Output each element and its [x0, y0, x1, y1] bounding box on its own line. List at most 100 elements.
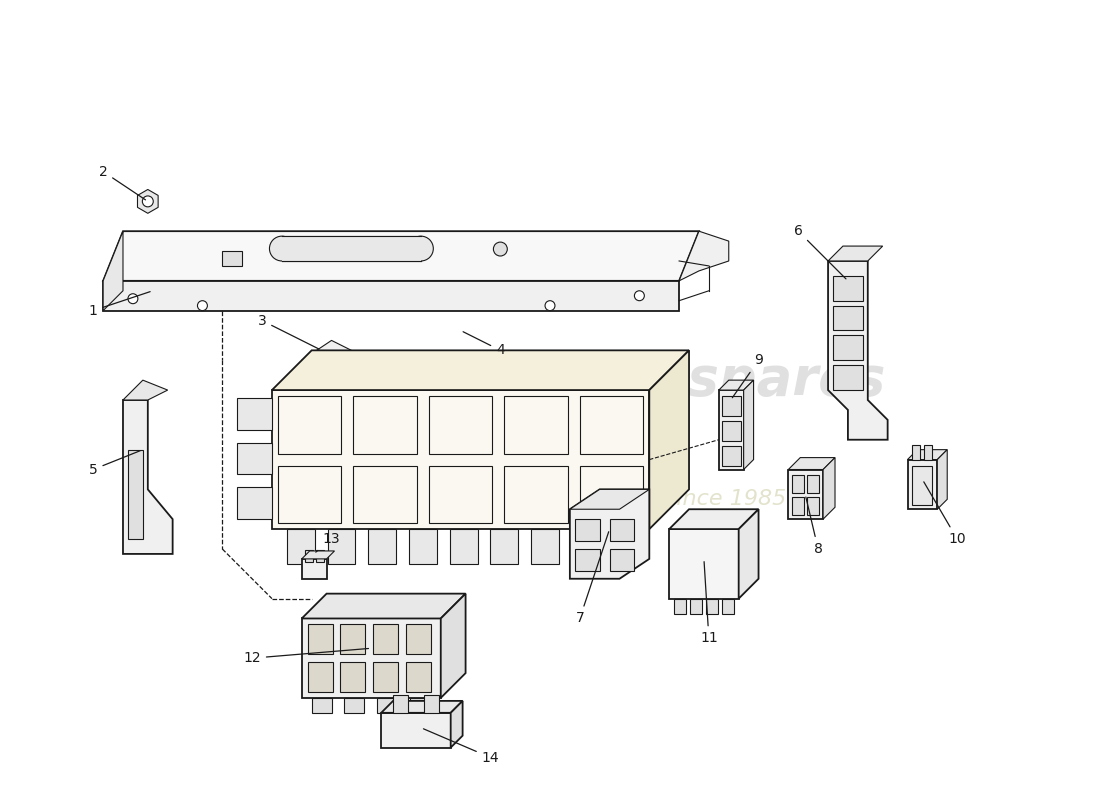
Bar [609, 549, 635, 571]
Bar [575, 549, 600, 571]
Text: 9: 9 [733, 354, 763, 398]
Bar [531, 529, 559, 564]
Bar [833, 276, 862, 301]
Bar [424, 695, 439, 713]
Polygon shape [103, 231, 123, 310]
Bar [609, 519, 635, 541]
Polygon shape [739, 510, 759, 598]
Polygon shape [669, 510, 759, 529]
Bar [429, 466, 493, 523]
Text: 13: 13 [316, 532, 340, 552]
Bar [913, 466, 933, 506]
Text: 10: 10 [924, 482, 966, 546]
Polygon shape [123, 380, 167, 400]
Bar [491, 529, 518, 564]
Bar [429, 396, 493, 454]
Bar [913, 445, 921, 459]
Bar [341, 662, 365, 692]
Text: 7: 7 [575, 532, 608, 626]
Polygon shape [718, 380, 754, 390]
Polygon shape [649, 350, 689, 529]
Polygon shape [679, 231, 728, 281]
Bar [222, 251, 242, 266]
Polygon shape [272, 350, 689, 390]
Bar [807, 498, 820, 515]
Text: 11: 11 [700, 562, 718, 646]
Bar [368, 529, 396, 564]
Bar [305, 550, 312, 562]
Bar [377, 698, 397, 713]
Bar [807, 475, 820, 494]
Bar [353, 396, 417, 454]
Polygon shape [321, 405, 341, 415]
Polygon shape [123, 400, 173, 554]
Bar [833, 335, 862, 360]
Circle shape [270, 236, 295, 261]
Bar [792, 475, 804, 494]
Circle shape [128, 294, 138, 304]
Text: 3: 3 [257, 314, 319, 349]
Text: 8: 8 [806, 497, 823, 556]
Bar [718, 390, 744, 470]
Polygon shape [451, 701, 463, 747]
Bar [613, 529, 640, 564]
Text: a passion since 1985: a passion since 1985 [552, 490, 786, 510]
Text: 1: 1 [89, 292, 150, 318]
Bar [278, 396, 341, 454]
Bar [344, 698, 364, 713]
Bar [373, 662, 398, 692]
Bar [373, 625, 398, 654]
Text: 5: 5 [89, 450, 141, 477]
Polygon shape [301, 594, 465, 618]
Polygon shape [301, 551, 334, 559]
Bar [722, 598, 734, 614]
Bar [690, 598, 702, 614]
Circle shape [408, 236, 433, 261]
Bar [128, 450, 143, 539]
Text: 2: 2 [99, 165, 145, 200]
Bar [393, 695, 408, 713]
Text: 14: 14 [424, 729, 499, 765]
Polygon shape [138, 190, 158, 214]
Bar [706, 598, 718, 614]
Polygon shape [382, 701, 463, 713]
Bar [278, 466, 341, 523]
Polygon shape [382, 713, 451, 747]
Bar [504, 466, 568, 523]
Bar [674, 598, 686, 614]
Bar [238, 487, 272, 519]
Bar [311, 698, 331, 713]
Circle shape [635, 290, 645, 301]
Polygon shape [908, 450, 947, 459]
Circle shape [544, 301, 556, 310]
Bar [353, 466, 417, 523]
Bar [792, 498, 804, 515]
Bar [238, 442, 272, 474]
Polygon shape [570, 490, 649, 578]
Bar [833, 366, 862, 390]
Bar [308, 625, 332, 654]
Text: 12: 12 [243, 649, 368, 665]
Bar [833, 306, 862, 330]
Polygon shape [828, 261, 888, 440]
Circle shape [494, 242, 507, 256]
Bar [580, 466, 644, 523]
Bar [504, 396, 568, 454]
Bar [908, 459, 937, 510]
Bar [722, 421, 740, 441]
Bar [410, 698, 430, 713]
Polygon shape [789, 458, 835, 470]
Bar [316, 550, 323, 562]
Bar [308, 662, 332, 692]
Polygon shape [669, 529, 739, 598]
Bar [406, 662, 431, 692]
Bar [328, 529, 355, 564]
Bar [924, 445, 933, 459]
Text: eurospares: eurospares [552, 354, 886, 406]
Bar [722, 396, 740, 416]
Text: 4: 4 [463, 332, 505, 358]
Polygon shape [937, 450, 947, 510]
Bar [287, 529, 315, 564]
Polygon shape [301, 341, 351, 410]
Polygon shape [103, 231, 698, 281]
